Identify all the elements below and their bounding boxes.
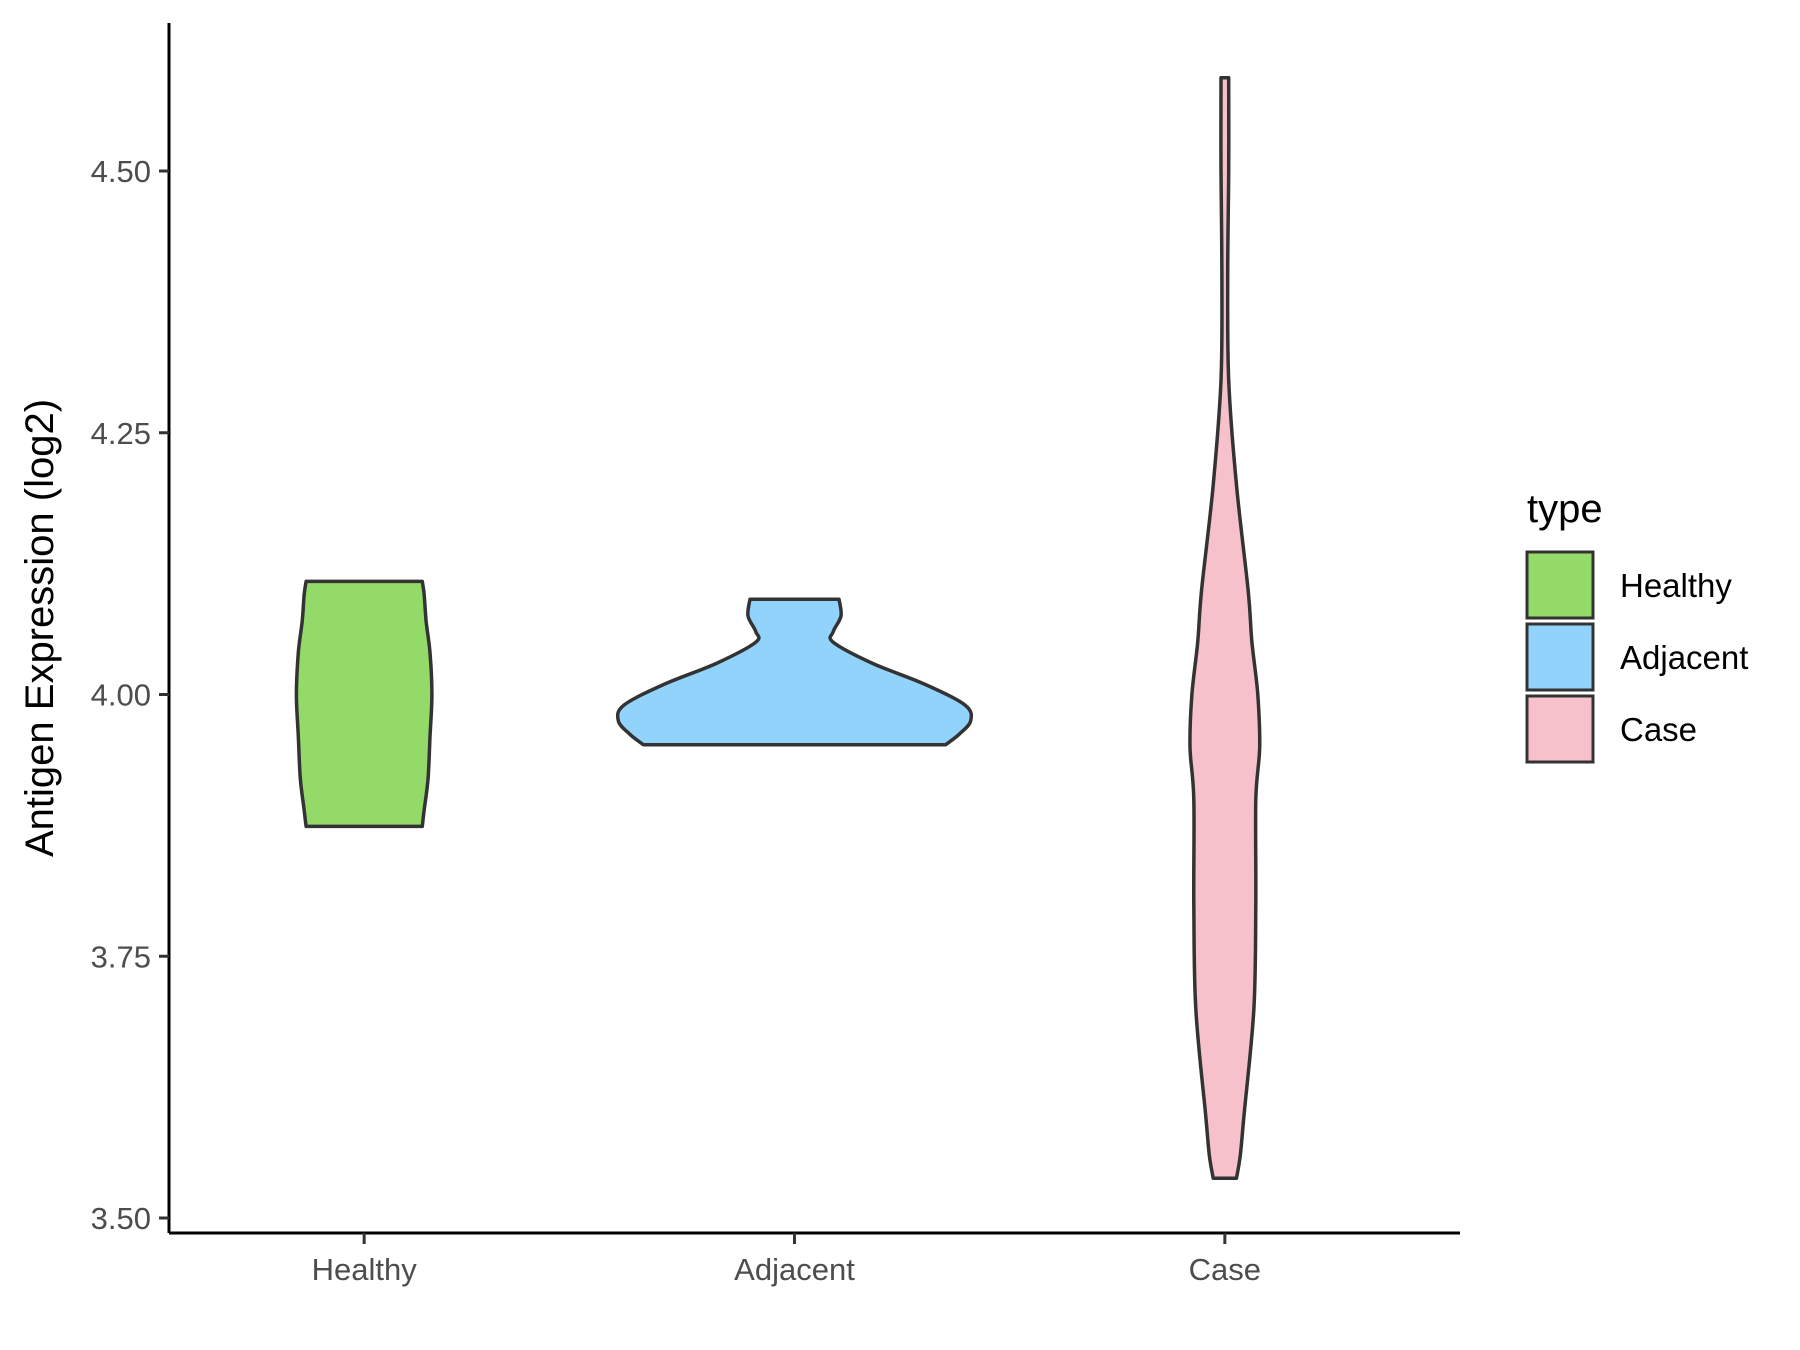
legend-swatch-case: [1525, 694, 1595, 764]
violin-healthy: [294, 579, 434, 829]
violins-layer: [294, 76, 1262, 1180]
x-tick-label: Case: [1189, 1252, 1261, 1287]
y-tick-label: 4.00: [91, 678, 151, 713]
legend-swatch-healthy: [1525, 550, 1595, 620]
legend-title: type: [1527, 487, 1603, 531]
y-tick-label: 4.25: [91, 416, 151, 451]
x-axis-ticks: Healthy Adjacent Case: [312, 1233, 1261, 1287]
x-tick-label: Adjacent: [734, 1252, 855, 1287]
violin-case: [1188, 76, 1262, 1180]
y-tick-label: 3.50: [91, 1201, 151, 1236]
y-axis-ticks: 3.50 3.75 4.00 4.25 4.50: [91, 154, 169, 1236]
legend-label-healthy: Healthy: [1620, 567, 1732, 604]
legend-label-case: Case: [1620, 711, 1697, 748]
legend-swatch-adjacent: [1525, 622, 1595, 692]
legend: type Healthy Adjacent Case: [1525, 487, 1748, 764]
y-tick-label: 4.50: [91, 154, 151, 189]
violin-adjacent: [615, 597, 974, 747]
x-tick-label: Healthy: [312, 1252, 418, 1287]
legend-items: Healthy Adjacent Case: [1525, 550, 1748, 764]
y-axis-title: Antigen Expression (log2): [18, 399, 62, 857]
y-tick-label: 3.75: [91, 939, 151, 974]
legend-label-adjacent: Adjacent: [1620, 639, 1748, 676]
